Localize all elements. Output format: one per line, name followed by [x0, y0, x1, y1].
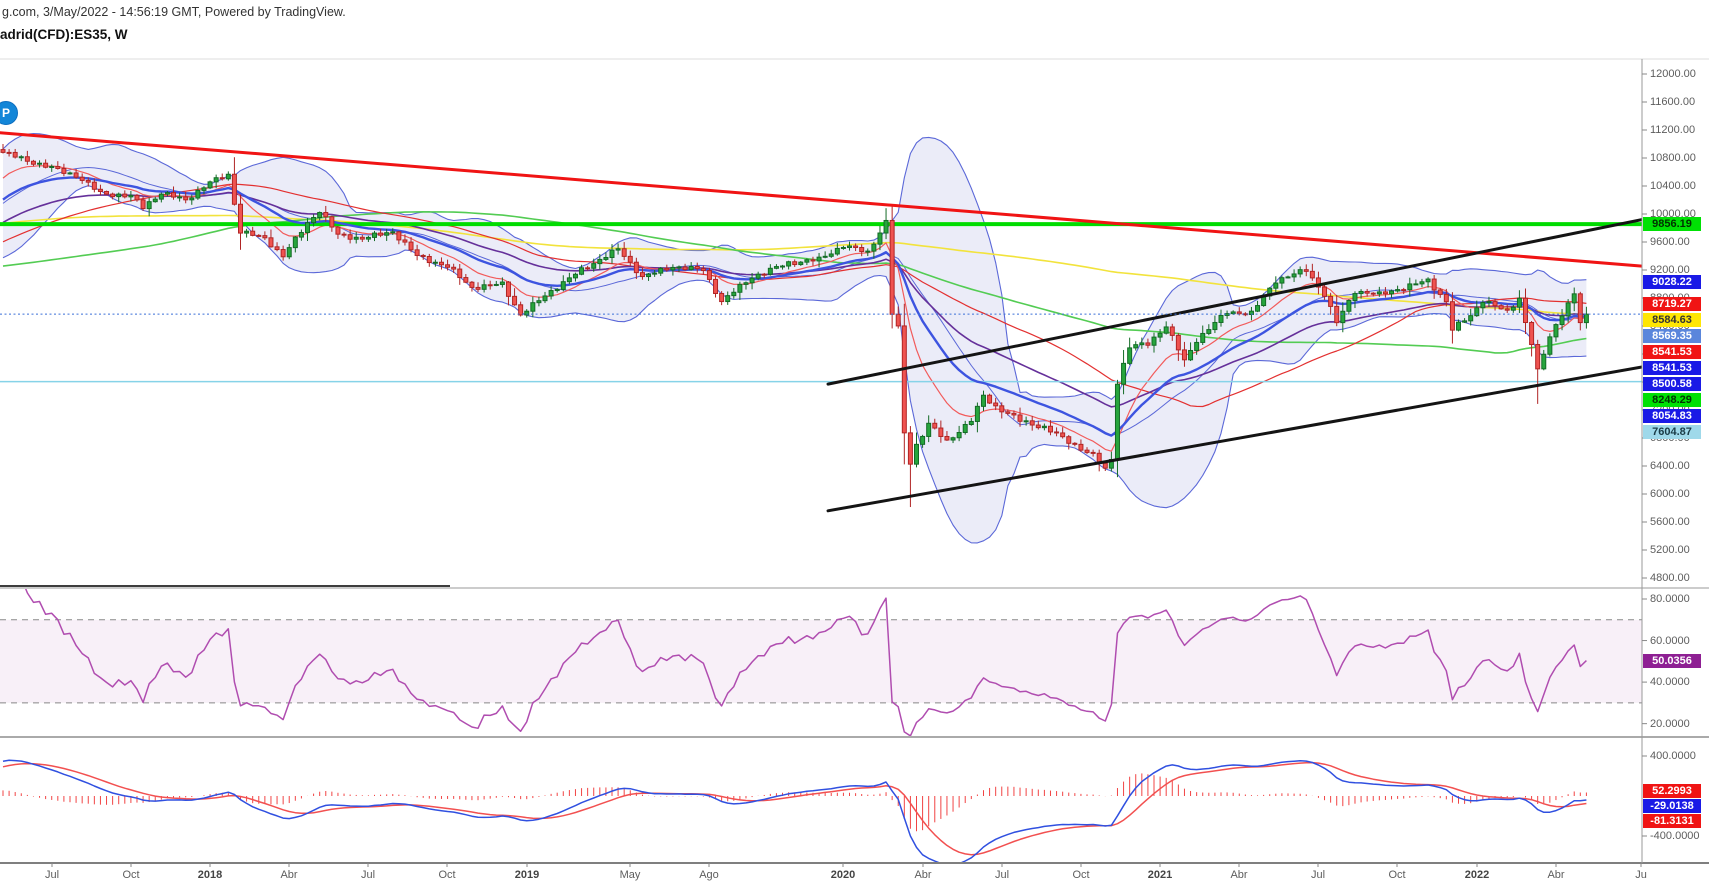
price-tick-label: 9600.00: [1650, 236, 1690, 248]
price-tick-label: 9200.00: [1650, 264, 1690, 276]
time-tick-label: 2019: [514, 869, 540, 881]
price-tick-label: 11200.00: [1650, 124, 1696, 136]
symbol-title: adrid(CFD):ES35, W: [0, 27, 128, 42]
publication-marker[interactable]: P: [0, 101, 18, 125]
price-badge: -81.3131: [1643, 813, 1701, 828]
price-badge: 8541.53: [1643, 360, 1701, 375]
time-tick-label: Ago: [699, 869, 719, 881]
time-tick-label: Jul: [994, 869, 1010, 881]
macd-tick-label: -400.0000: [1650, 830, 1700, 842]
price-badge: 52.2993: [1643, 783, 1701, 798]
price-tick-label: 10800.00: [1650, 152, 1696, 164]
price-badge: 9028.22: [1643, 275, 1701, 290]
macd-tick-label: 400.0000: [1650, 750, 1696, 762]
price-tick-label: 6400.00: [1650, 460, 1690, 472]
price-tick-label: 11600.00: [1650, 96, 1696, 108]
time-tick-label: Ju: [1635, 869, 1647, 881]
price-tick-label: 10400.00: [1650, 180, 1696, 192]
time-tick-label: Abr: [1547, 869, 1565, 881]
price-badge: 50.0356: [1643, 654, 1701, 669]
price-badge: 8584.63: [1643, 312, 1701, 327]
price-tick-label: 6000.00: [1650, 488, 1690, 500]
time-tick-label: Jul: [360, 869, 376, 881]
price-badge: 8248.29: [1643, 392, 1701, 407]
price-tick-label: 10000.00: [1650, 208, 1696, 220]
time-tick-label: 2018: [197, 869, 223, 881]
rsi-tick-label: 20.0000: [1650, 717, 1690, 730]
time-tick-label: Abr: [280, 869, 298, 881]
price-tick-label: 12000.00: [1650, 68, 1696, 80]
price-badge: 7604.87: [1643, 424, 1701, 439]
price-badge: 8054.83: [1643, 408, 1701, 423]
rsi-tick-label: 60.0000: [1650, 634, 1690, 647]
price-badge: 9856.19: [1643, 217, 1701, 232]
time-tick-label: 2021: [1147, 869, 1173, 881]
price-badge: -29.0138: [1643, 798, 1701, 813]
time-tick-label: Oct: [438, 869, 456, 881]
price-tick-label: 5600.00: [1650, 516, 1690, 528]
price-badge: 8569.35: [1643, 328, 1701, 343]
time-tick-label: Abr: [914, 869, 932, 881]
time-tick-label: Abr: [1230, 869, 1248, 881]
time-tick-label: Jul: [1310, 869, 1326, 881]
price-badge: 8719.27: [1643, 296, 1701, 311]
time-tick-label: Jul: [44, 869, 60, 881]
price-tick-label: 5200.00: [1650, 544, 1690, 556]
time-tick-label: Oct: [1072, 869, 1090, 881]
time-tick-label: May: [619, 869, 641, 881]
rsi-tick-label: 40.0000: [1650, 676, 1690, 689]
rsi-tick-label: 80.0000: [1650, 593, 1690, 605]
price-badge: 8541.53: [1643, 344, 1701, 359]
time-tick-label: 2020: [830, 869, 856, 881]
attribution-text: g.com, 3/May/2022 - 14:56:19 GMT, Powere…: [2, 5, 346, 19]
price-tick-label: 4800.00: [1650, 572, 1690, 584]
time-tick-label: Oct: [122, 869, 140, 881]
time-tick-label: Oct: [1388, 869, 1406, 881]
publication-marker-label: P: [1, 106, 10, 120]
price-badge: 8500.58: [1643, 376, 1701, 391]
time-tick-label: 2022: [1464, 869, 1490, 881]
